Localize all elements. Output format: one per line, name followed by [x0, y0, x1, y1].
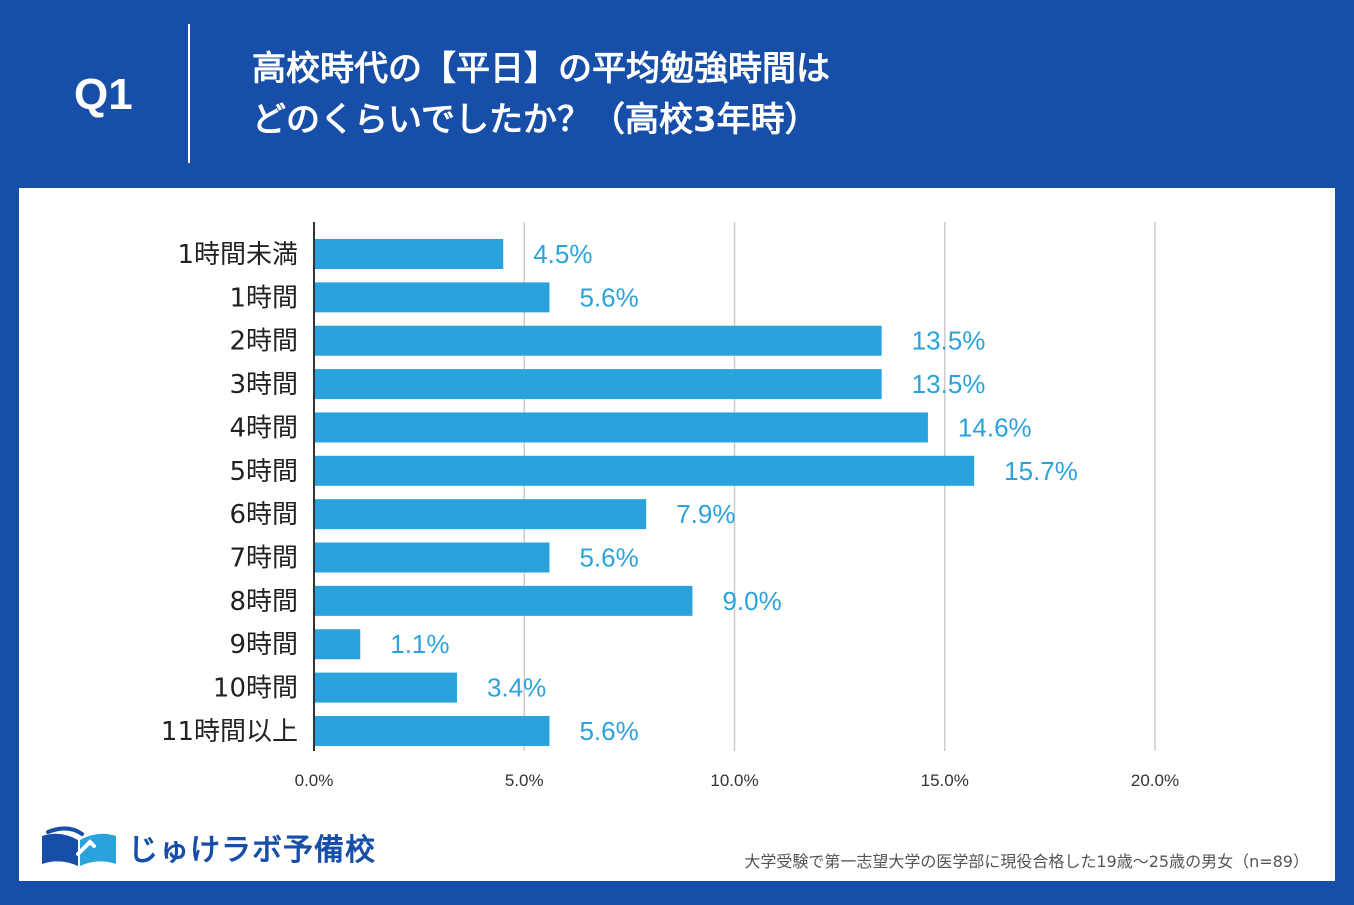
page-title: 高校時代の【平日】の平均勉強時間は どのくらいでしたか？（高校3年時）: [252, 44, 830, 146]
x-tick-label: 15.0%: [921, 771, 969, 790]
data-label: 7.9%: [676, 499, 735, 529]
data-label: 15.7%: [1004, 456, 1078, 486]
category-label: 6時間: [229, 500, 298, 530]
category-label: 2時間: [229, 327, 298, 357]
data-label: 5.6%: [579, 716, 638, 746]
title-line-1: 高校時代の【平日】の平均勉強時間は: [252, 49, 830, 89]
category-label: 10時間: [213, 674, 298, 704]
data-label: 4.5%: [533, 239, 592, 269]
bar: [314, 672, 457, 703]
logo-text: じゅけラボ予備校: [128, 833, 376, 868]
x-tick-label: 5.0%: [505, 771, 544, 790]
x-tick-label: 0.0%: [295, 771, 334, 790]
category-label: 11時間以上: [161, 717, 298, 747]
bar: [314, 455, 975, 486]
x-tick-label: 10.0%: [710, 771, 758, 790]
data-label: 13.5%: [912, 326, 986, 356]
bar: [314, 412, 928, 443]
bar: [314, 325, 882, 356]
bar: [314, 499, 647, 530]
bar: [314, 239, 504, 269]
category-label: 8時間: [229, 587, 298, 617]
bar: [314, 585, 693, 616]
bar: [314, 282, 550, 313]
data-label: 3.4%: [487, 673, 546, 703]
x-tick-label: 20.0%: [1131, 771, 1179, 790]
bar: [314, 542, 550, 573]
bars: [314, 239, 975, 746]
data-label: 5.6%: [579, 543, 638, 573]
category-label: 1時間未満: [177, 240, 298, 270]
category-label: 4時間: [229, 413, 298, 443]
category-label: 1時間: [229, 283, 298, 313]
footnote: 大学受験で第一志望大学の医学部に現役合格した19歳～25歳の男女（n=89）: [744, 852, 1309, 871]
data-label: 9.0%: [722, 586, 781, 616]
header: Q1 高校時代の【平日】の平均勉強時間は どのくらいでしたか？（高校3年時）: [0, 0, 1354, 188]
open-book-logo-icon: [42, 826, 116, 866]
category-label: 9時間: [229, 630, 298, 660]
labels: 0.0% 5.0% 10.0% 15.0% 20.0% 1時間未満 4.5% 1時間 5.6% 2…: [161, 239, 1179, 790]
category-label: 3時間: [229, 370, 298, 400]
logo: じゅけラボ予備校: [38, 824, 376, 870]
bar: [314, 369, 882, 400]
bar: [314, 715, 550, 746]
question-label: Q1: [74, 70, 133, 119]
header-divider: [188, 24, 190, 163]
bar: [314, 629, 361, 660]
title-line-2: どのくらいでしたか？（高校3年時）: [252, 100, 819, 140]
category-label: 5時間: [229, 457, 298, 487]
data-label: 14.6%: [958, 412, 1032, 442]
category-label: 7時間: [229, 544, 298, 574]
data-label: 5.6%: [579, 282, 638, 312]
chart-panel: [19, 188, 1335, 881]
data-label: 13.5%: [912, 369, 986, 399]
data-label: 1.1%: [390, 629, 449, 659]
